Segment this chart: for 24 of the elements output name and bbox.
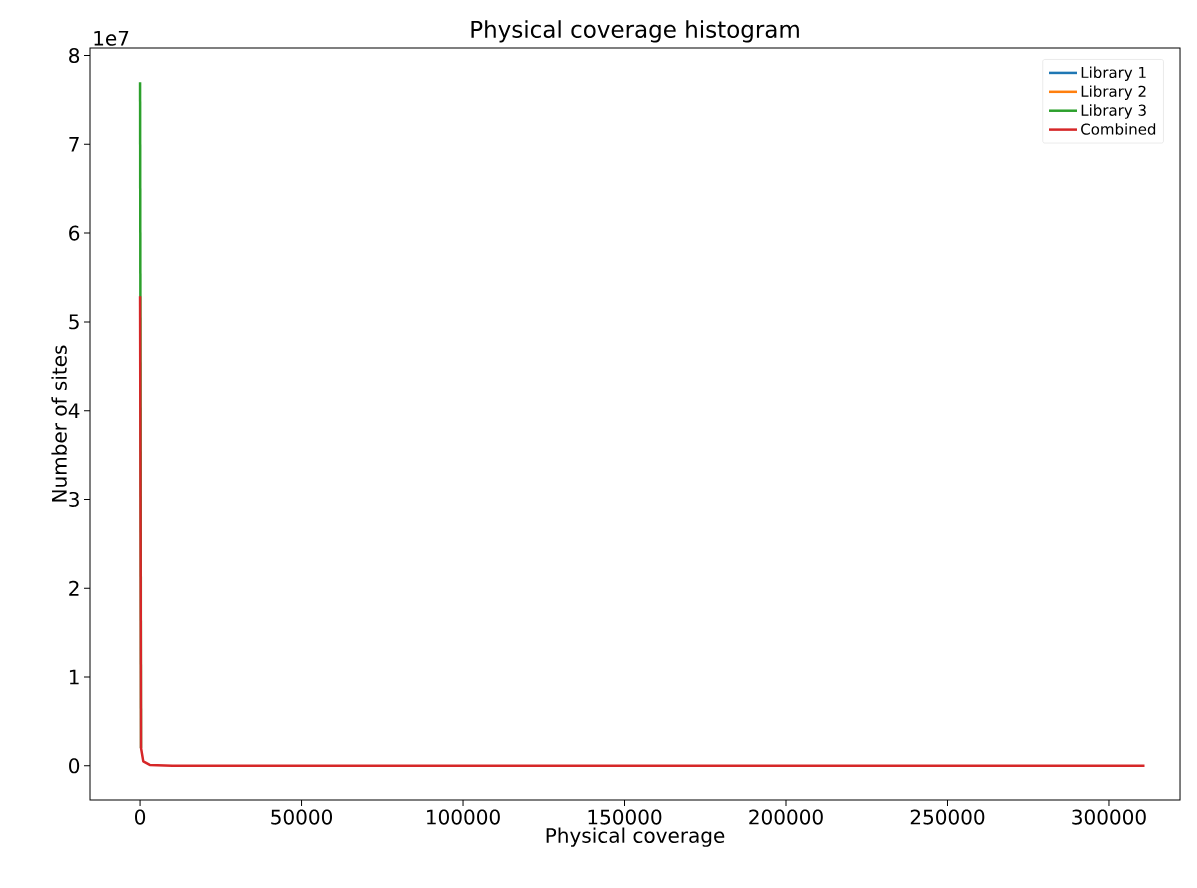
- y-tick-label: 5: [69, 314, 79, 330]
- x-axis-title: Physical coverage: [546, 827, 725, 847]
- y-axis-title: Number of sites: [51, 345, 67, 502]
- y-tick-label: 2: [69, 580, 79, 596]
- x-tick-label: 0: [135, 809, 146, 825]
- x-tick-label: 150000: [588, 809, 662, 825]
- legend-label: Library 1: [1081, 66, 1146, 81]
- x-tick-label: 50000: [271, 809, 333, 825]
- x-tick-label: 200000: [749, 809, 823, 825]
- y-tick-label: 7: [69, 137, 79, 152]
- y-tick-label: 0: [69, 758, 80, 774]
- x-tick-label: 300000: [1072, 809, 1146, 825]
- y-tick-label: 4: [68, 403, 80, 418]
- y-tick-label: 8: [69, 47, 80, 64]
- y-tick-label: 3: [69, 491, 79, 508]
- x-tick-label: 100000: [427, 809, 500, 825]
- legend-label: Combined: [1081, 123, 1156, 135]
- text: 1e7: [94, 30, 129, 46]
- legend-label: Library 3: [1081, 104, 1146, 119]
- y-tick-label: 1: [69, 669, 79, 685]
- chart-title: Physical coverage histogram: [471, 20, 799, 43]
- x-tick-label: 250000: [910, 809, 985, 825]
- legend-label: Library 2: [1081, 85, 1146, 100]
- y-tick-label: 6: [69, 225, 80, 241]
